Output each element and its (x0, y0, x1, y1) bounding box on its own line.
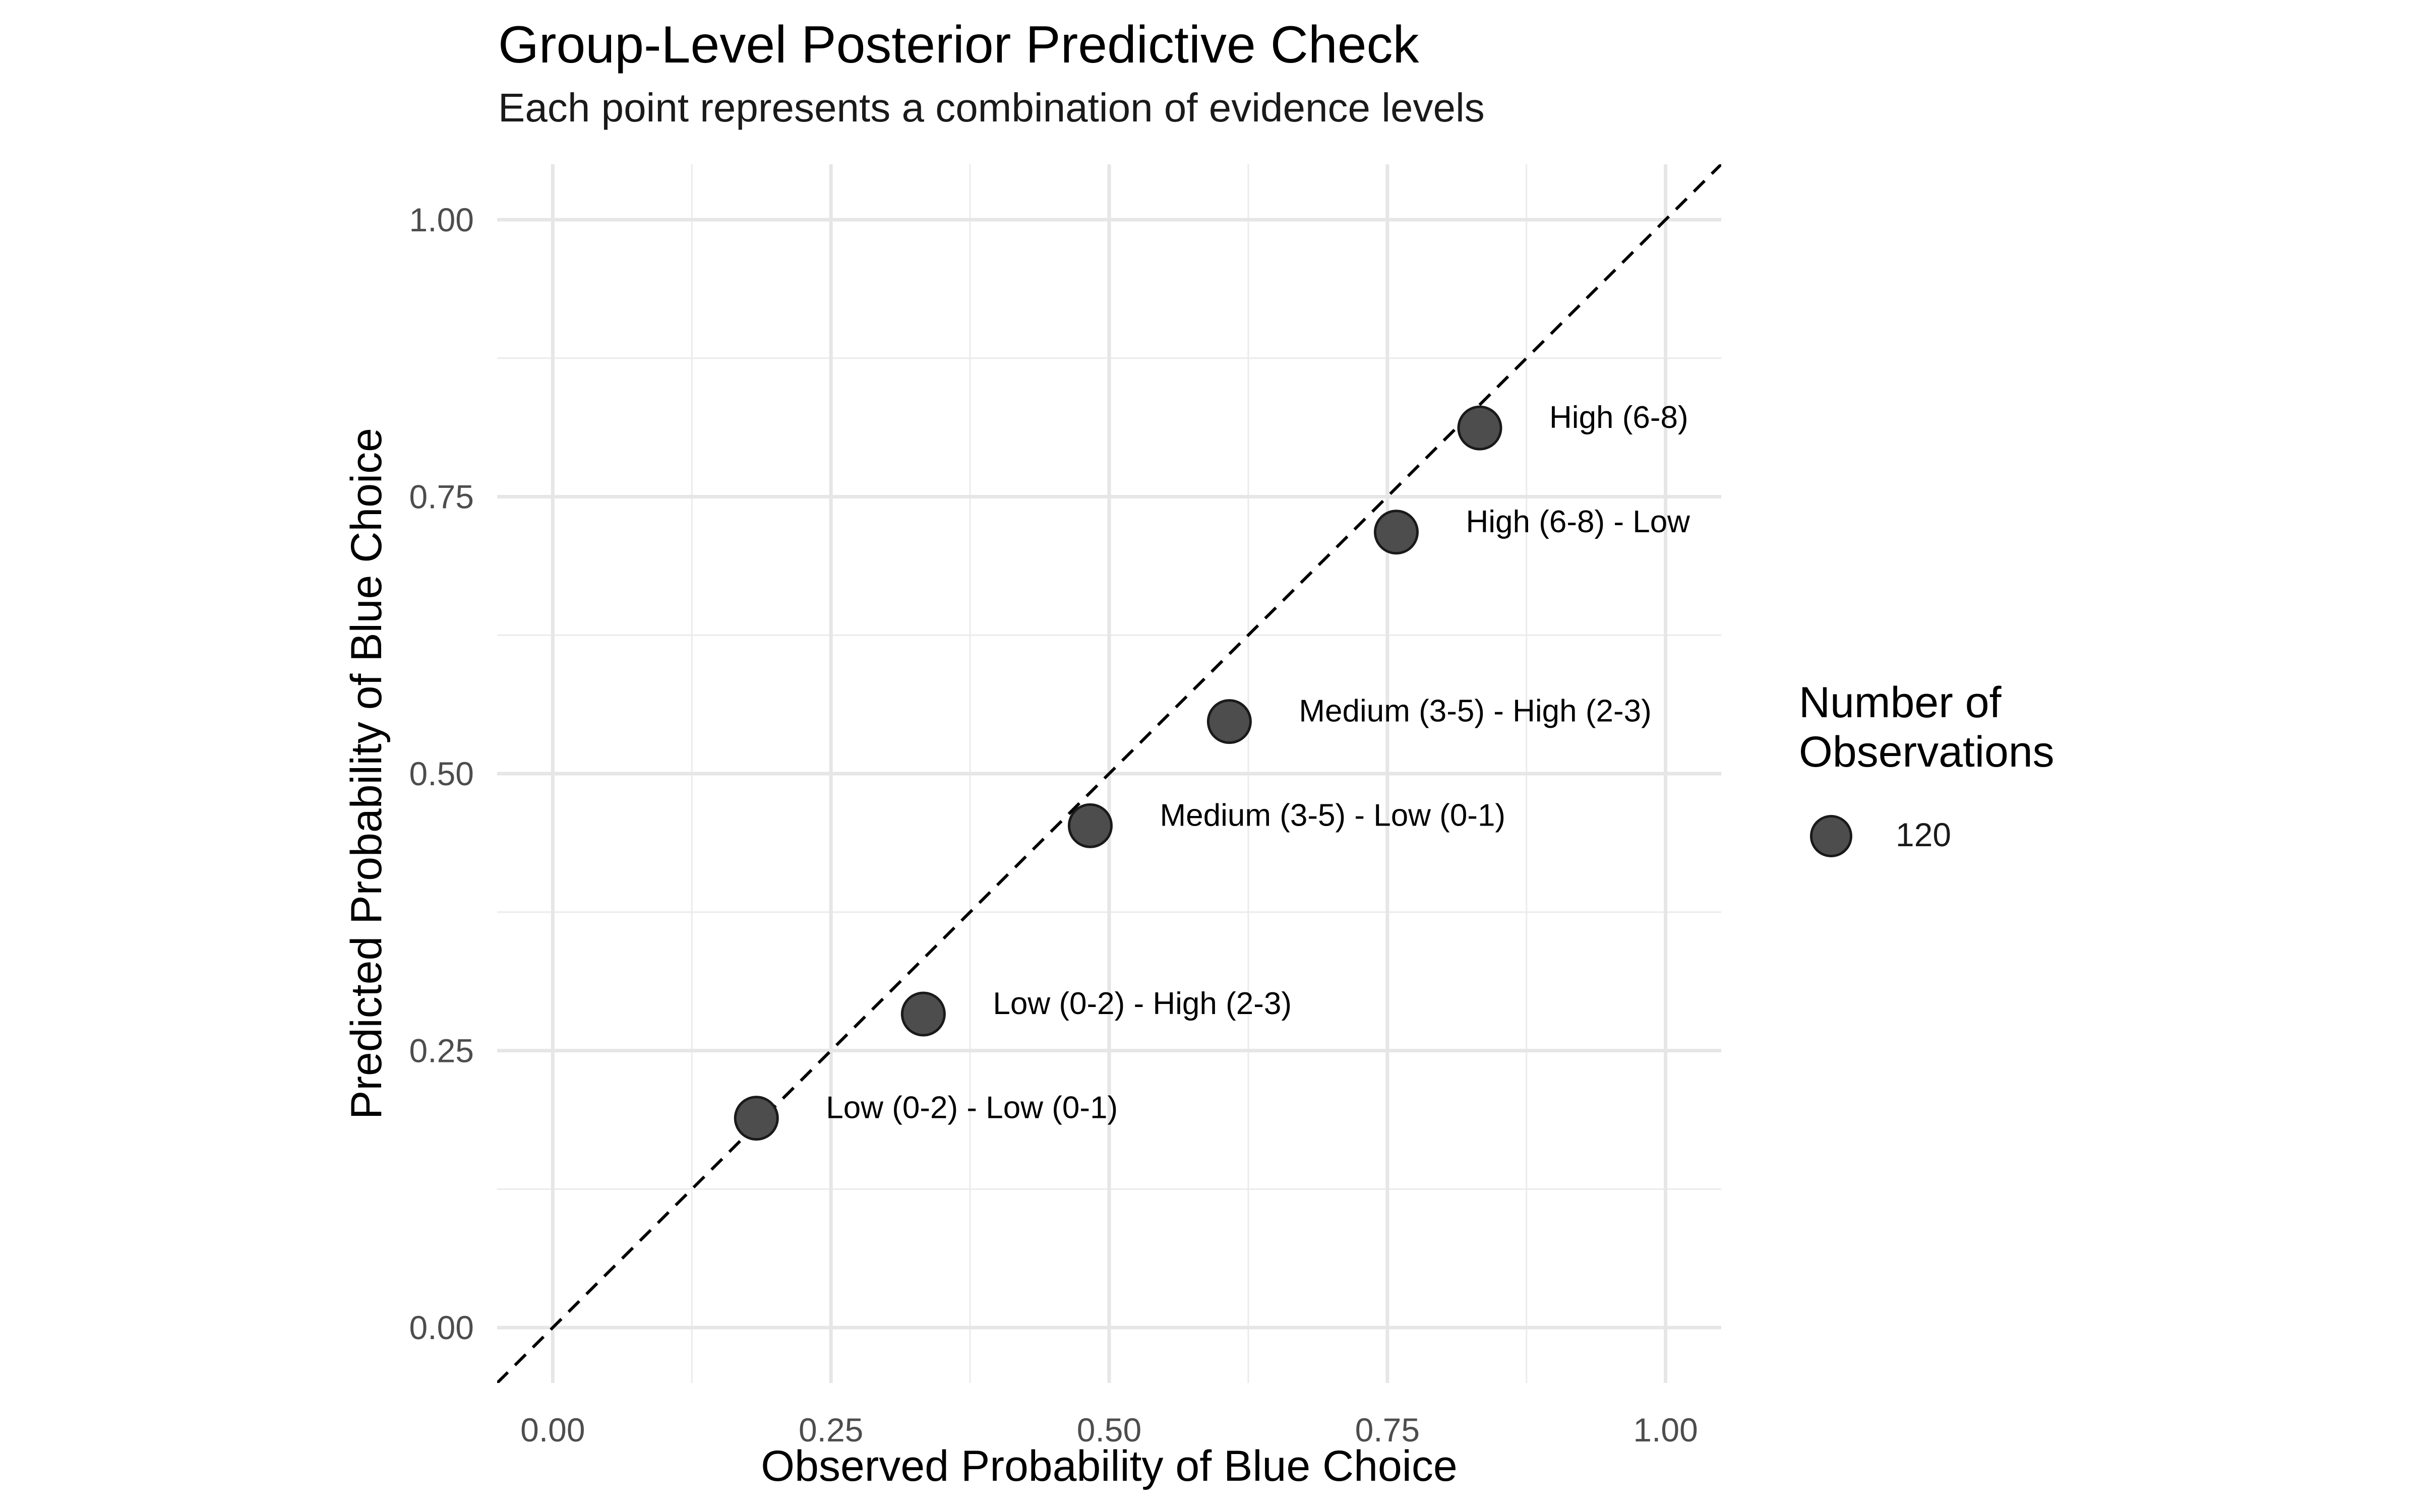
data-point (1206, 699, 1252, 744)
tick-labels-group: 0.00 0.25 0.50 0.75 1.00 0.00 0.25 0.50 0.75 1.00 (409, 201, 1698, 1448)
x-tick-label: 0.75 (1355, 1411, 1420, 1448)
x-tick-label: 0.00 (520, 1411, 585, 1448)
x-tick-label: 1.00 (1633, 1411, 1698, 1448)
data-point (1373, 510, 1419, 555)
y-tick-label: 0.75 (409, 478, 474, 515)
legend-entry-label: 120 (1896, 816, 1952, 853)
x-tick-label: 0.25 (799, 1411, 863, 1448)
x-axis-label: Observed Probability of Blue Choice (761, 1442, 1458, 1490)
legend-title: Number of Observations (1799, 678, 2054, 776)
data-point (1457, 405, 1502, 451)
reference-line (497, 164, 1721, 1383)
data-point-label: Low (0-2) - Low (0-1) (826, 1091, 1118, 1125)
data-point-label: Medium (3-5) - Low (0-1) (1160, 798, 1505, 833)
data-point-label: Low (0-2) - High (2-3) (993, 986, 1292, 1021)
data-point (1067, 803, 1113, 848)
chart-title: Group-Level Posterior Predictive Check (498, 16, 1419, 74)
data-point-label: Medium (3-5) - High (2-3) (1299, 694, 1651, 729)
data-point (734, 1096, 779, 1141)
data-point-label: High (6-8) (1549, 400, 1688, 435)
y-tick-label: 0.25 (409, 1032, 474, 1069)
y-axis-label: Predicted Probability of Blue Choice (342, 428, 391, 1119)
chart-subtitle: Each point represents a combination of e… (498, 85, 1485, 130)
data-point (900, 991, 946, 1037)
x-tick-label: 0.50 (1077, 1411, 1141, 1448)
y-tick-label: 1.00 (409, 201, 474, 238)
reference-line-group (497, 164, 1721, 1383)
y-tick-label: 0.00 (409, 1309, 474, 1346)
point-labels-group: Low (0-2) - Low (0-1) Low (0-2) - High (2… (826, 400, 1690, 1125)
y-tick-label: 0.50 (409, 755, 474, 792)
points-group (734, 405, 1502, 1141)
data-point-label: High (6-8) - Low (1466, 505, 1690, 539)
legend-key-point (1810, 815, 1852, 857)
